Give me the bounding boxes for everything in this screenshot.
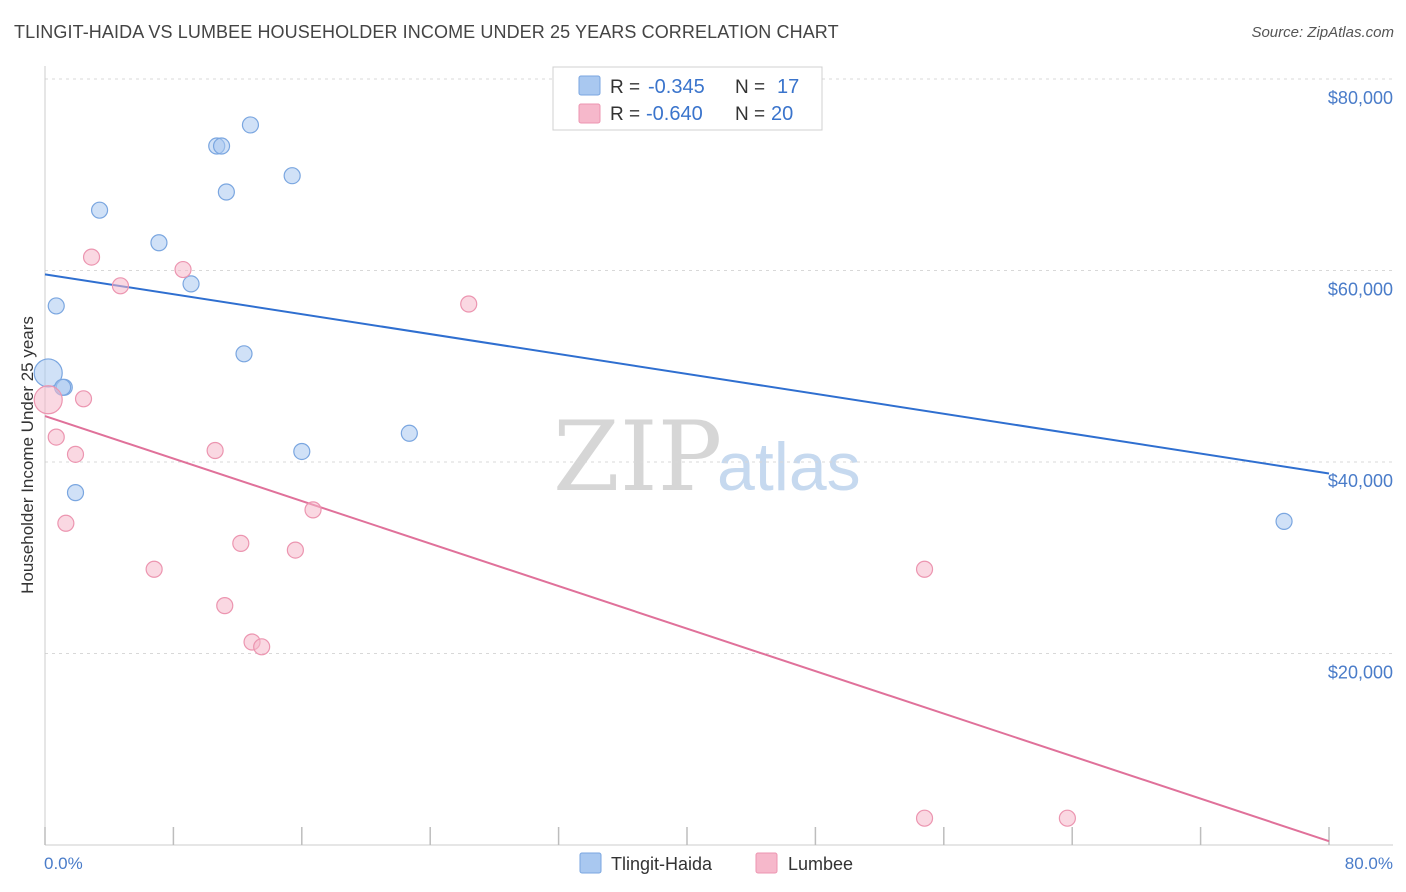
data-point-lumbee	[915, 560, 934, 578]
legend-r-value: -0.345	[648, 76, 705, 98]
legend-r-label: R =	[610, 104, 640, 125]
trend-line-tlingit-haida	[44, 273, 1330, 475]
y-tick-labels: $20,000 $40,000 $60,000 $80,000	[1328, 88, 1393, 683]
series-legend-swatch-lumbee	[755, 852, 778, 874]
y-axis-label: Householder Income Under 25 years	[18, 316, 37, 594]
x-tick-label: 0.0%	[44, 854, 83, 873]
data-point-lumbee	[232, 534, 250, 552]
data-point-tlingit-haida	[293, 442, 311, 461]
data-point-tlingit-haida	[212, 137, 231, 155]
legend-n-label: N =	[735, 77, 765, 98]
data-point-lumbee	[57, 514, 75, 532]
legend-n-value: 20	[771, 103, 793, 125]
data-point-tlingit-haida	[235, 345, 253, 363]
x-tick-label: 80.0%	[1345, 854, 1393, 873]
series-legend-swatch-tlingit-haida	[579, 852, 602, 874]
legend-swatch-pink	[578, 103, 601, 124]
data-point-tlingit-haida	[47, 297, 65, 315]
watermark-zip: ZIP	[553, 401, 722, 513]
series-legend-label-tlingit-haida: Tlingit-Haida	[611, 854, 713, 874]
data-point-tlingit-haida	[217, 183, 235, 201]
data-point-lumbee	[286, 541, 304, 559]
watermark-atlas: atlas	[717, 429, 861, 505]
data-point-lumbee	[460, 295, 478, 313]
data-point-lumbee	[1058, 809, 1076, 827]
source-label: Source: ZipAtlas.com	[1251, 24, 1394, 41]
data-point-lumbee	[47, 428, 65, 446]
y-tick-label: $80,000	[1328, 88, 1393, 108]
data-point-tlingit-haida	[150, 234, 168, 252]
x-tick-labels: 0.0% 80.0%	[44, 854, 1393, 873]
data-point-tlingit-haida	[66, 484, 85, 502]
data-point-lumbee	[174, 260, 192, 279]
stats-legend: R = -0.345 N = 17 R = -0.640 N = 20	[552, 66, 823, 131]
legend-n-value: 17	[777, 76, 799, 98]
data-point-tlingit-haida	[90, 201, 109, 219]
y-tick-label: $60,000	[1328, 280, 1393, 300]
data-point-lumbee	[206, 441, 224, 460]
legend-r-label: R =	[610, 77, 640, 98]
chart-title: TLINGIT-HAIDA VS LUMBEE HOUSEHOLDER INCO…	[14, 22, 839, 42]
data-point-tlingit-haida	[182, 275, 200, 293]
trend-line-lumbee	[44, 415, 1330, 843]
data-point-lumbee	[74, 390, 93, 408]
legend-r-value: -0.640	[646, 103, 703, 125]
watermark: ZIP atlas	[553, 401, 861, 513]
data-points	[33, 116, 1293, 827]
series-legend-label-lumbee: Lumbee	[788, 854, 853, 874]
y-tick-label: $40,000	[1328, 471, 1393, 491]
data-point-lumbee	[304, 501, 322, 519]
data-point-lumbee	[33, 385, 63, 415]
data-point-tlingit-haida	[1275, 512, 1293, 530]
data-point-lumbee	[253, 638, 271, 656]
gridlines	[45, 78, 1393, 654]
data-point-tlingit-haida	[241, 116, 260, 134]
series-legend: Tlingit-Haida Lumbee	[579, 852, 853, 874]
axes	[44, 66, 1393, 846]
data-point-tlingit-haida	[283, 167, 301, 185]
data-point-lumbee	[82, 248, 101, 266]
data-point-tlingit-haida	[400, 424, 418, 442]
data-point-lumbee	[145, 560, 163, 578]
y-tick-label: $20,000	[1328, 663, 1393, 683]
data-point-lumbee	[111, 277, 130, 295]
legend-swatch-blue	[578, 75, 601, 96]
data-point-lumbee	[66, 445, 85, 463]
trend-lines	[44, 273, 1330, 843]
data-point-lumbee	[915, 809, 934, 827]
legend-n-label: N =	[735, 104, 765, 125]
data-point-lumbee	[216, 597, 234, 615]
